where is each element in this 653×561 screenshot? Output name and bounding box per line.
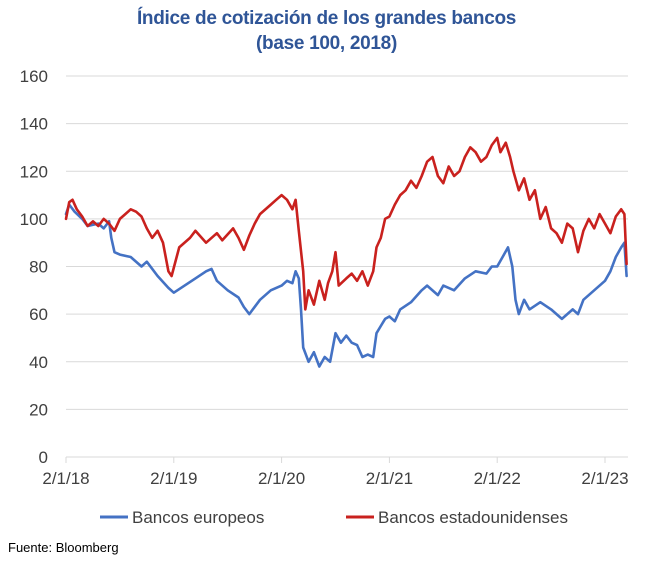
x-axis: 2/1/18 2/1/19 2/1/20 2/1/21 2/1/22 2/1/23 [42, 457, 629, 488]
x-tick-label: 2/1/21 [366, 469, 413, 488]
gridlines [66, 75, 628, 458]
series-lines [64, 136, 628, 368]
x-tick-label: 2/1/22 [474, 469, 521, 488]
y-tick-label: 100 [20, 210, 48, 229]
y-tick-label: 80 [29, 258, 48, 277]
line-chart: 0 20 40 60 80 100 120 140 160 2/1/18 2/1/19 2/1/20… [20, 67, 629, 527]
series-line-bancos-europeos [64, 203, 628, 368]
y-tick-label: 120 [20, 162, 48, 181]
y-axis-ticks: 0 20 40 60 80 100 120 140 160 [20, 67, 48, 467]
y-tick-label: 40 [29, 353, 48, 372]
series-line-bancos-estadounidenses [64, 136, 628, 311]
chart-subtitle: (base 100, 2018) [256, 33, 397, 54]
chart-title: Índice de cotización de los grandes banc… [0, 6, 653, 56]
x-tick-label: 2/1/20 [258, 469, 305, 488]
legend-label: Bancos estadounidenses [378, 508, 568, 527]
y-tick-label: 140 [20, 115, 48, 134]
x-tick-label: 2/1/23 [581, 469, 628, 488]
x-tick-label: 2/1/18 [42, 469, 89, 488]
y-tick-label: 160 [20, 67, 48, 86]
y-tick-label: 60 [29, 305, 48, 324]
y-tick-label: 20 [29, 400, 48, 419]
x-tick-label: 2/1/19 [150, 469, 197, 488]
y-tick-label: 0 [39, 448, 48, 467]
source-note: Fuente: Bloomberg [8, 540, 119, 555]
chart-title-main: Índice de cotización de los grandes banc… [136, 8, 517, 29]
legend: Bancos europeos Bancos estadounidenses [100, 508, 568, 527]
legend-label: Bancos europeos [132, 508, 264, 527]
